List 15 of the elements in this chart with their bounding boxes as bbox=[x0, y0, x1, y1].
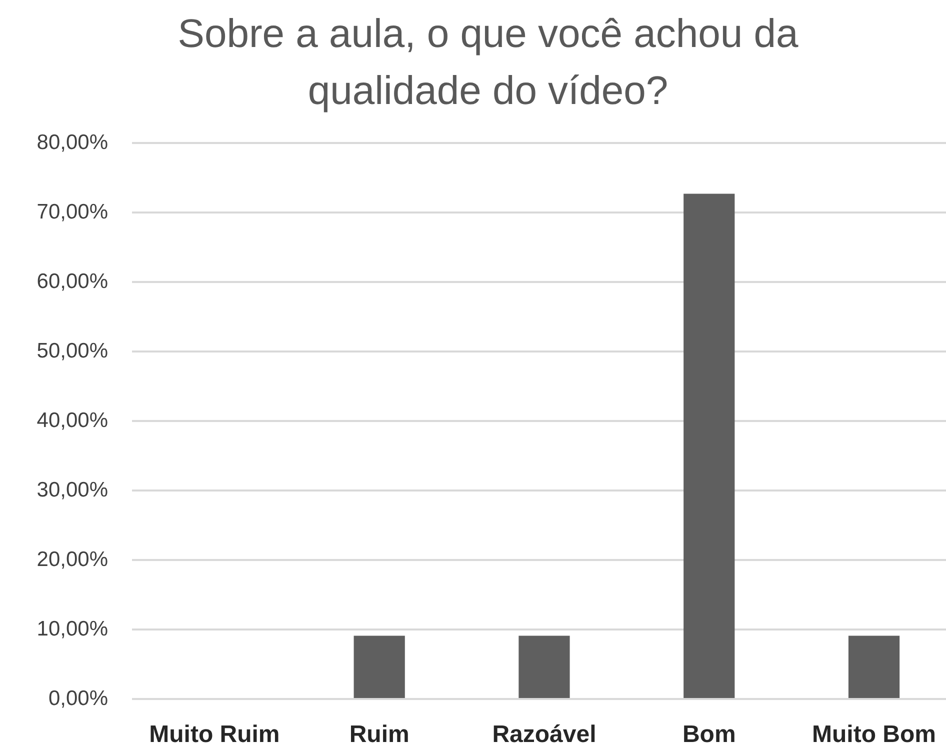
x-tick-label: Ruim bbox=[349, 721, 410, 748]
x-tick-label: Muito Bom bbox=[812, 721, 936, 748]
y-tick-label: 30,00% bbox=[36, 478, 108, 502]
y-tick-label: 10,00% bbox=[36, 617, 108, 640]
y-tick-label: 50,00% bbox=[36, 339, 108, 362]
chart-title: Sobre a aula, o que você achou da qualidade do vídeo? bbox=[176, 11, 800, 115]
y-tick-label: 20,00% bbox=[36, 548, 108, 571]
y-tick-label: 70,00% bbox=[36, 200, 108, 224]
x-tick-label: Razoável bbox=[492, 721, 596, 748]
x-tick-label: Bom bbox=[682, 721, 736, 748]
y-tick-label: 40,00% bbox=[36, 408, 108, 432]
x-tick-label: Muito Ruim bbox=[149, 721, 280, 748]
y-tick-label: 60,00% bbox=[36, 270, 108, 293]
y-tick-label: 80,00% bbox=[36, 130, 108, 154]
y-tick-label: 0,00% bbox=[48, 686, 108, 710]
